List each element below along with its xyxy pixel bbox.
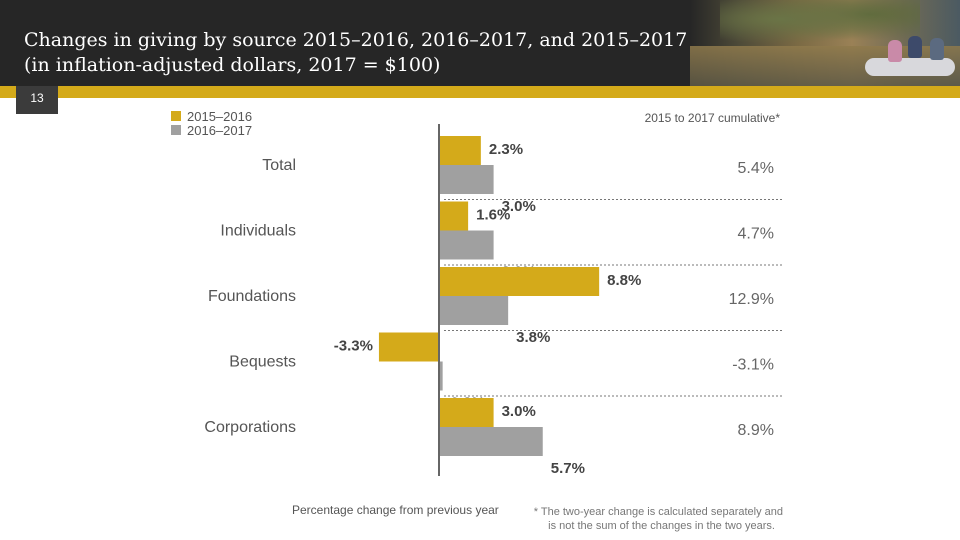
cumulative-value-corporations: 8.9% (738, 422, 774, 439)
page-number: 13 (16, 86, 58, 114)
photo-trees (720, 0, 920, 48)
photo-person (930, 38, 944, 60)
bar-foundations-series-1 (439, 267, 600, 296)
cumulative-value-foundations: 12.9% (729, 291, 774, 308)
cumulative-value-individuals: 4.7% (738, 226, 774, 243)
bar-bequests-series-1 (378, 332, 439, 362)
legend-label-2: 2016–2017 (187, 123, 252, 138)
photo-person (888, 40, 902, 62)
data-label-corporations-series-1: 3.0% (502, 403, 536, 420)
slide-header: Changes in giving by source 2015–2016, 2… (0, 0, 960, 86)
cumulative-value-bequests: -3.1% (732, 357, 774, 374)
flood-rescue-photo (690, 0, 960, 86)
category-label-foundations: Foundations (208, 288, 296, 305)
data-label-corporations-series-2: 5.7% (551, 460, 585, 477)
data-label-foundations-series-1: 8.8% (607, 272, 641, 289)
data-label-individuals-series-1: 1.6% (476, 207, 510, 224)
cumulative-heading: 2015 to 2017 cumulative* (645, 111, 781, 125)
bar-bequests-series-2 (439, 361, 443, 391)
bar-total-series-1 (439, 136, 481, 165)
slide-title-line-2: (in inflation-adjusted dollars, 2017 = $… (24, 54, 441, 76)
x-axis-label: Percentage change from previous year (292, 503, 499, 517)
legend-swatch-2 (171, 125, 181, 135)
bar-corporations-series-1 (439, 398, 494, 427)
photo-boat (865, 58, 955, 76)
legend-swatch-1 (171, 111, 181, 121)
slide-title: Changes in giving by source 2015–2016, 2… (24, 28, 687, 78)
footnote-line-2: is not the sum of the changes in the two… (548, 520, 775, 532)
bar-total-series-2 (439, 165, 494, 194)
slide-title-line-1: Changes in giving by source 2015–2016, 2… (24, 29, 688, 51)
category-label-bequests: Bequests (229, 354, 296, 371)
cumulative-value-total: 5.4% (738, 160, 774, 177)
bar-individuals-series-1 (439, 201, 469, 231)
accent-bar (0, 86, 960, 98)
data-label-foundations-series-2: 3.8% (516, 329, 550, 346)
photo-person (908, 36, 922, 58)
data-label-total-series-2: 3.0% (502, 198, 536, 215)
bar-foundations-series-2 (439, 296, 509, 325)
bar-individuals-series-2 (439, 230, 494, 260)
legend-label-1: 2015–2016 (187, 109, 252, 124)
data-label-total-series-1: 2.3% (489, 141, 523, 158)
category-label-individuals: Individuals (220, 223, 296, 240)
category-label-corporations: Corporations (204, 419, 296, 436)
category-label-total: Total (262, 157, 296, 174)
footnote-line-1: * The two-year change is calculated sepa… (534, 506, 783, 518)
bar-corporations-series-2 (439, 427, 543, 456)
data-label-bequests-series-1: -3.3% (334, 338, 373, 355)
